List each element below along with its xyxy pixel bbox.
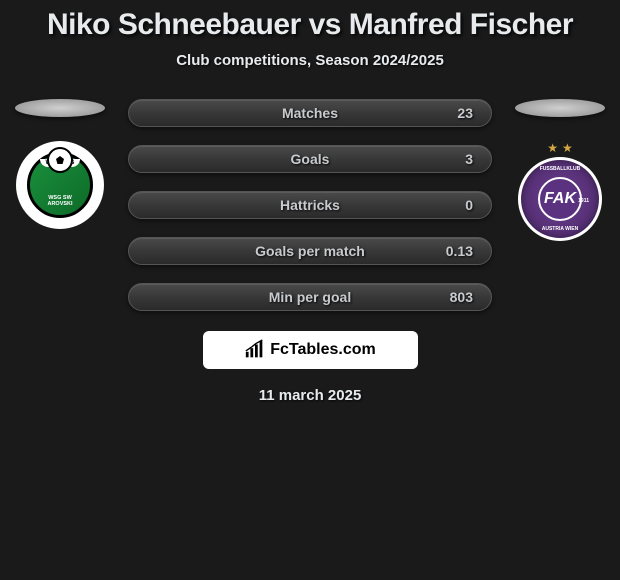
main-row: WATTENS WSG SW AROVSKI Matches 23 Goals … — [10, 99, 610, 311]
player-right-column: ★ ★ FUSSBALLKLUB FAK AUSTRIA WIEN 1911 — [510, 99, 610, 241]
stat-label: Hattricks — [147, 197, 473, 213]
page-title: Niko Schneebauer vs Manfred Fischer — [10, 8, 610, 42]
comparison-card: Niko Schneebauer vs Manfred Fischer Club… — [0, 0, 620, 412]
stat-row-matches: Matches 23 — [128, 99, 492, 127]
bar-chart-icon — [244, 339, 266, 361]
subtitle: Club competitions, Season 2024/2025 — [10, 52, 610, 69]
badge-right-ring-bottom: AUSTRIA WIEN — [542, 226, 578, 232]
stat-value: 3 — [465, 151, 473, 167]
stat-row-goals: Goals 3 — [128, 145, 492, 173]
badge-right-year: 1911 — [578, 198, 589, 204]
stat-label: Goals per match — [147, 243, 473, 259]
club-badge-left: WATTENS WSG SW AROVSKI — [16, 141, 104, 229]
brand-badge[interactable]: FcTables.com — [203, 331, 418, 369]
badge-right-inner: FAK — [538, 177, 582, 221]
player-right-name-oval — [515, 99, 605, 117]
brand-text: FcTables.com — [270, 341, 376, 359]
stats-column: Matches 23 Goals 3 Hattricks 0 Goals per… — [128, 99, 492, 311]
stars-row: ★ ★ — [547, 141, 573, 155]
stat-row-goals-per-match: Goals per match 0.13 — [128, 237, 492, 265]
stat-label: Matches — [147, 105, 473, 121]
club-badge-left-inner: WATTENS WSG SW AROVSKI — [27, 152, 93, 218]
badge-left-text: WSG SW AROVSKI — [30, 196, 90, 207]
badge-right-ring-top: FUSSBALLKLUB — [540, 166, 581, 172]
stat-value: 0 — [465, 197, 473, 213]
player-left-column: WATTENS WSG SW AROVSKI — [10, 99, 110, 229]
date-text: 11 march 2025 — [10, 387, 610, 404]
soccer-ball-icon — [47, 147, 73, 173]
club-badge-right: FUSSBALLKLUB FAK AUSTRIA WIEN 1911 — [518, 157, 602, 241]
stat-value: 23 — [457, 105, 473, 121]
club-badge-right-wrap: ★ ★ FUSSBALLKLUB FAK AUSTRIA WIEN 1911 — [518, 141, 602, 241]
stat-value: 803 — [450, 289, 473, 305]
stat-row-hattricks: Hattricks 0 — [128, 191, 492, 219]
stat-row-min-per-goal: Min per goal 803 — [128, 283, 492, 311]
player-left-name-oval — [15, 99, 105, 117]
star-icon: ★ — [562, 141, 573, 155]
stat-value: 0.13 — [446, 243, 473, 259]
stat-label: Min per goal — [147, 289, 473, 305]
stat-label: Goals — [147, 151, 473, 167]
star-icon: ★ — [547, 141, 558, 155]
